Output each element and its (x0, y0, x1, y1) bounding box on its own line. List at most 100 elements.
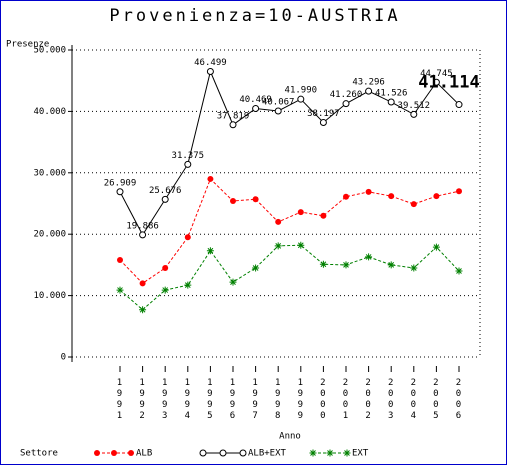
point (274, 242, 282, 250)
point (410, 201, 417, 208)
point (455, 101, 463, 109)
point (252, 105, 260, 113)
point (365, 87, 373, 95)
x-tick-label: 2001 (341, 378, 351, 422)
point (161, 286, 169, 294)
data-label: 43.296 (352, 78, 385, 88)
data-label: 46.499 (194, 58, 227, 68)
x-tick-label: 2004 (408, 378, 418, 422)
point (252, 196, 259, 203)
point (184, 160, 192, 168)
point (432, 243, 440, 251)
point (184, 234, 191, 241)
point (410, 264, 418, 272)
point (230, 198, 236, 205)
legend-marker (309, 449, 317, 457)
x-tick-label: 1996 (228, 378, 238, 422)
point (139, 231, 147, 239)
point (456, 188, 462, 195)
point (342, 100, 350, 108)
legend-title: Settore (20, 449, 58, 459)
data-label: 40.469 (239, 95, 272, 105)
x-tick-label: 1993 (160, 378, 170, 422)
data-label: 41.990 (285, 86, 318, 96)
point (342, 261, 350, 269)
x-tick-label: 2006 (454, 378, 464, 422)
x-axis-label: Anno (279, 432, 301, 442)
y-tick-label: 50.000 (33, 46, 66, 56)
data-label: 37.819 (217, 111, 250, 121)
data-label: 38.197 (307, 109, 340, 119)
chart-title: Provenienza=10-AUSTRIA (109, 6, 400, 26)
point (319, 260, 327, 268)
x-tick-label: 1995 (205, 378, 215, 422)
y-tick-label: 10.000 (33, 291, 66, 301)
data-label: 41.260 (330, 90, 363, 100)
legend-marker (199, 449, 207, 457)
point (433, 193, 440, 200)
point (139, 280, 146, 287)
point (207, 175, 214, 182)
point (229, 121, 237, 129)
legend-label: EXT (352, 449, 369, 459)
x-tick-label: 1992 (137, 378, 147, 422)
data-label: 40.067 (262, 97, 295, 107)
data-label: 41.526 (375, 89, 408, 99)
point (343, 193, 349, 200)
y-axis-label: Presenze (6, 40, 49, 50)
point (320, 212, 327, 219)
legend-marker (128, 450, 134, 456)
x-tick-label: 2002 (363, 378, 373, 422)
point (274, 107, 282, 115)
point (455, 267, 463, 275)
data-label: 41.114 (418, 73, 479, 93)
y-tick-label: 20.000 (33, 230, 66, 240)
point (297, 95, 305, 103)
legend-marker (219, 449, 227, 457)
point (206, 247, 214, 255)
point (116, 188, 124, 196)
point (432, 78, 440, 86)
point (410, 110, 418, 118)
y-tick-label: 40.000 (33, 107, 66, 117)
point (117, 256, 123, 263)
point (116, 286, 124, 294)
legend-marker (326, 449, 334, 457)
series-line (119, 244, 460, 311)
legend-marker (239, 449, 247, 457)
point (387, 261, 395, 269)
x-tick-label: 2003 (386, 378, 396, 422)
data-label: 25.676 (149, 186, 182, 196)
data-label: 39.512 (398, 101, 431, 111)
legend-label: ALB+EXT (248, 449, 287, 459)
x-tick-label: 1999 (295, 378, 305, 422)
data-label: 19.886 (126, 221, 159, 231)
data-label: 44.745 (420, 69, 453, 79)
point (184, 281, 192, 289)
point (206, 67, 214, 75)
y-tick-label: 0 (61, 353, 66, 363)
series-line (119, 178, 460, 284)
legend-marker (343, 449, 351, 457)
point (161, 195, 169, 203)
point (229, 278, 237, 286)
x-tick-label: 1991 (115, 378, 125, 422)
point (162, 264, 169, 271)
point (365, 253, 373, 261)
point (139, 306, 147, 314)
x-tick-label: 1998 (273, 378, 283, 422)
legend-label: ALB (136, 449, 152, 459)
x-tick-label: 2005 (431, 378, 441, 422)
series-line (119, 69, 460, 236)
point (297, 209, 304, 216)
point (319, 118, 327, 126)
point (275, 218, 282, 225)
x-tick-label: 1997 (250, 378, 260, 422)
data-label: 31.375 (172, 151, 205, 161)
x-tick-label: 2000 (318, 378, 328, 422)
point (252, 264, 260, 272)
point (297, 241, 305, 249)
legend-marker (111, 450, 117, 456)
